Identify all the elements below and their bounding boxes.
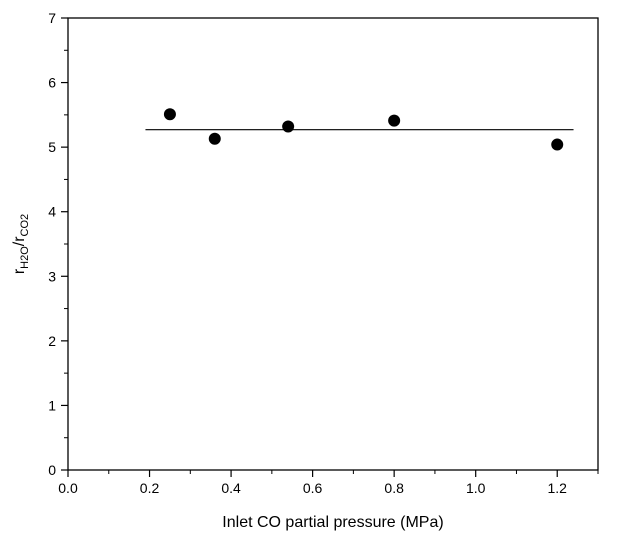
y-tick-label: 7 [48,10,56,26]
x-axis-label: Inlet CO partial pressure (MPa) [222,514,443,531]
x-tick-label: 0.6 [303,480,323,496]
y-axis-ticks: 0 1 2 3 4 5 6 7 [48,10,68,478]
y-tick-label: 5 [48,139,56,155]
x-tick-label: 0.2 [140,480,160,496]
x-axis-ticks: 0.0 0.2 0.4 0.6 0.8 1.0 1.2 [58,470,599,496]
y-label-sub-co2: CO2 [19,214,31,237]
x-tick-label: 0.0 [58,480,78,496]
y-tick-label: 0 [48,462,56,478]
data-point [208,132,221,145]
y-tick-label: 2 [48,333,56,349]
data-point [551,138,564,151]
plot-frame [67,17,599,471]
y-label-slash-r: /r [11,236,28,246]
y-axis-label: rH2O/rCO2 [11,214,31,274]
data-points [163,108,564,151]
y-tick-label: 4 [48,204,56,220]
y-label-r: r [11,268,28,274]
x-tick-label: 0.8 [384,480,404,496]
data-point [388,114,401,127]
y-tick-label: 1 [48,397,56,413]
x-tick-label: 1.2 [547,480,567,496]
x-tick-label: 1.0 [466,480,486,496]
y-tick-label: 6 [48,75,56,91]
x-tick-label: 0.4 [221,480,241,496]
y-tick-label: 3 [48,268,56,284]
y-label-sub-h2o: H2O [19,246,31,269]
data-point [282,120,295,133]
data-point [163,108,176,121]
